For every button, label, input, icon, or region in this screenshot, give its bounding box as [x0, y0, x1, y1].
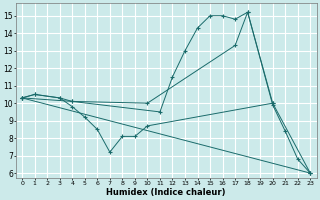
X-axis label: Humidex (Indice chaleur): Humidex (Indice chaleur)	[107, 188, 226, 197]
